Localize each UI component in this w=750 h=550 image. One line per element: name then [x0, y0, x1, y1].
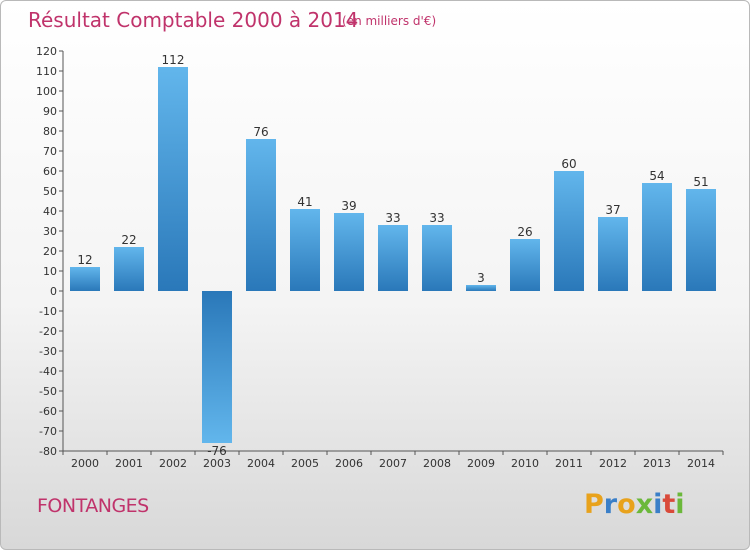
data-label: 26	[517, 225, 532, 239]
bar	[686, 189, 716, 291]
bar	[158, 67, 188, 291]
data-label: 51	[693, 175, 708, 189]
bar	[334, 213, 364, 291]
x-tick-label: 2001	[115, 457, 143, 470]
y-tick-label: -10	[39, 305, 57, 318]
y-tick-label: 100	[36, 85, 57, 98]
chart-title: Résultat Comptable 2000 à 2014	[28, 8, 359, 32]
y-tick-label: 40	[43, 205, 57, 218]
logo-letter: i	[653, 489, 663, 520]
logo-letter: o	[617, 489, 636, 520]
data-label: 54	[649, 169, 664, 183]
logo-letter: i	[675, 489, 685, 520]
x-tick-label: 2008	[423, 457, 451, 470]
y-tick-label: 30	[43, 225, 57, 238]
y-tick-label: 90	[43, 105, 57, 118]
y-tick-label: 110	[36, 65, 57, 78]
x-tick-label: 2009	[467, 457, 495, 470]
bar	[642, 183, 672, 291]
bar	[202, 291, 232, 443]
logo-letter: r	[603, 489, 618, 520]
data-label: 60	[561, 157, 576, 171]
bar	[378, 225, 408, 291]
y-tick-label: 50	[43, 185, 57, 198]
x-tick-label: 2014	[687, 457, 715, 470]
x-tick-label: 2011	[555, 457, 583, 470]
bar	[510, 239, 540, 291]
x-tick-label: 2003	[203, 457, 231, 470]
chart-subtitle: (en milliers d'€)	[342, 14, 437, 28]
data-label: 112	[162, 53, 185, 67]
y-tick-label: -80	[39, 445, 57, 458]
x-tick-label: 2002	[159, 457, 187, 470]
logo-letter: x	[635, 489, 654, 520]
y-tick-label: -50	[39, 385, 57, 398]
x-tick-label: 2010	[511, 457, 539, 470]
bar	[246, 139, 276, 291]
bar	[70, 267, 100, 291]
x-tick-label: 2000	[71, 457, 99, 470]
x-tick-label: 2012	[599, 457, 627, 470]
bar	[554, 171, 584, 291]
x-tick-label: 2007	[379, 457, 407, 470]
x-tick-label: 2013	[643, 457, 671, 470]
data-label: 3	[477, 271, 485, 285]
y-tick-label: 70	[43, 145, 57, 158]
data-label: 33	[385, 211, 400, 225]
data-label: 76	[253, 125, 268, 139]
y-tick-label: 10	[43, 265, 57, 278]
y-tick-label: -20	[39, 325, 57, 338]
x-tick-label: 2005	[291, 457, 319, 470]
place-name: FONTANGES	[37, 495, 149, 517]
x-tick-label: 2004	[247, 457, 275, 470]
bar	[598, 217, 628, 291]
y-tick-label: 20	[43, 245, 57, 258]
y-tick-label: 60	[43, 165, 57, 178]
data-label: 12	[77, 253, 92, 267]
data-label: 39	[341, 199, 356, 213]
bar	[466, 285, 496, 291]
y-tick-label: -60	[39, 405, 57, 418]
x-tick-label: 2006	[335, 457, 363, 470]
y-tick-label: -30	[39, 345, 57, 358]
y-tick-label: 120	[36, 45, 57, 58]
bar	[290, 209, 320, 291]
logo-letter: t	[662, 489, 676, 520]
proxiti-logo: Proxiti	[584, 489, 685, 520]
bar	[114, 247, 144, 291]
y-tick-label: -70	[39, 425, 57, 438]
data-label: 37	[605, 203, 620, 217]
y-tick-label: 80	[43, 125, 57, 138]
data-label: -76	[207, 444, 227, 458]
data-label: 33	[429, 211, 444, 225]
data-label: 41	[297, 195, 312, 209]
bar	[422, 225, 452, 291]
logo-letter: P	[584, 489, 604, 520]
y-tick-label: -40	[39, 365, 57, 378]
data-label: 22	[121, 233, 136, 247]
y-tick-label: 0	[50, 285, 57, 298]
